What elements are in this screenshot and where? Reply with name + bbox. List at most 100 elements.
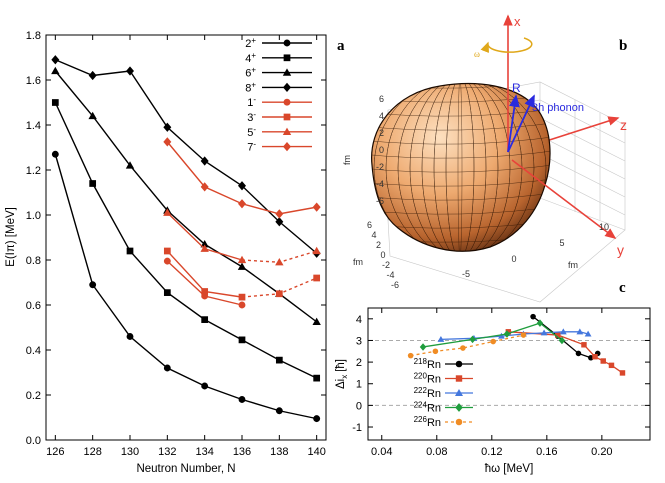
y-axis-label: y bbox=[617, 242, 624, 258]
data-point bbox=[600, 358, 606, 364]
data-point bbox=[558, 336, 566, 345]
panel-b-nucleus-diagram: b y z x ω R bbox=[342, 14, 627, 303]
chart-a-series bbox=[51, 55, 321, 423]
chart-c-x-ticks: 0.04 0.08 0.12 0.16 0.20 bbox=[371, 308, 613, 458]
data-point bbox=[126, 66, 134, 76]
data-point bbox=[125, 161, 135, 169]
data-point bbox=[51, 55, 60, 65]
data-point bbox=[163, 364, 171, 372]
vertical-tick-label: -4 bbox=[376, 179, 384, 189]
data-point bbox=[581, 342, 587, 348]
series-line bbox=[55, 59, 318, 254]
data-point bbox=[237, 262, 247, 270]
data-point bbox=[592, 353, 598, 360]
data-point bbox=[469, 335, 476, 344]
mesh-parallel bbox=[371, 163, 551, 173]
chart-c-reference-lines bbox=[368, 339, 650, 406]
x-tick-label: 130 bbox=[121, 446, 139, 458]
data-point bbox=[88, 111, 97, 120]
data-point bbox=[407, 352, 414, 359]
data-point bbox=[588, 354, 594, 361]
depth-tick-label: -4 bbox=[386, 270, 394, 280]
chart-a-panel-label: a bbox=[337, 38, 345, 54]
mesh-meridian bbox=[409, 83, 511, 252]
data-point bbox=[575, 350, 582, 357]
legend-marker bbox=[282, 68, 292, 76]
data-point bbox=[490, 338, 496, 345]
series-224Rn bbox=[419, 319, 566, 351]
data-point bbox=[88, 70, 97, 81]
chart-c-y-label-main: Δi bbox=[335, 379, 347, 389]
vertical-tick-label: -6 bbox=[376, 196, 384, 206]
legend-marker bbox=[283, 54, 291, 62]
mesh-parallel bbox=[371, 121, 551, 131]
series-7- bbox=[163, 137, 321, 219]
chart-a-y-ticks: 0.0 0.2 0.4 0.6 0.8 1.0 1.2 1.4 1.6 1.8 bbox=[26, 30, 326, 447]
panel-b-label: b bbox=[619, 38, 627, 54]
rotation-arrow bbox=[480, 37, 533, 54]
data-point bbox=[576, 328, 584, 335]
data-point bbox=[200, 182, 209, 192]
vertical-tick-label: 0 bbox=[379, 145, 384, 155]
legend-marker bbox=[455, 375, 463, 382]
x-tick-label: 0.04 bbox=[371, 446, 392, 458]
legend-label: 220Rn bbox=[414, 372, 441, 386]
chart-c-y-ticks: -1 0 1 2 3 4 bbox=[352, 314, 650, 434]
data-point bbox=[163, 137, 172, 147]
legend-label: 224Rn bbox=[414, 401, 441, 415]
series-1- bbox=[163, 257, 246, 309]
data-point bbox=[619, 370, 626, 376]
series-line bbox=[54, 70, 318, 323]
legend-label: 218Rn bbox=[414, 357, 441, 371]
legend-marker bbox=[283, 82, 291, 93]
legend-marker bbox=[283, 98, 291, 106]
data-point bbox=[238, 199, 246, 209]
data-point bbox=[559, 328, 567, 335]
data-point bbox=[437, 335, 445, 342]
y-tick-label: 1.2 bbox=[26, 165, 41, 177]
z-axis-label: z bbox=[620, 117, 627, 133]
data-point bbox=[200, 156, 209, 166]
y-tick-label: 3 bbox=[356, 335, 362, 347]
panel-b-fm-vertical: fm bbox=[342, 155, 352, 165]
right-tick-label: 5 bbox=[559, 238, 564, 248]
data-point bbox=[163, 122, 172, 132]
chart-a-plot-frame bbox=[45, 34, 327, 441]
series-226Rn bbox=[407, 332, 527, 359]
legend-marker bbox=[455, 389, 463, 396]
data-point bbox=[51, 99, 59, 106]
y-tick-label: 4 bbox=[356, 314, 362, 326]
series-line bbox=[508, 331, 623, 374]
legend-label: 7- bbox=[247, 140, 256, 154]
data-point bbox=[89, 180, 97, 187]
x-tick-label: 0.20 bbox=[591, 446, 612, 458]
data-point bbox=[51, 150, 59, 158]
data-point bbox=[313, 274, 321, 282]
legend-label: 4+ bbox=[245, 51, 256, 65]
chart-c-y-label-unit: [ħ] bbox=[335, 359, 347, 372]
series-line bbox=[54, 154, 317, 420]
legend-label: 6+ bbox=[245, 66, 256, 80]
panel-b-fm-depth: fm bbox=[353, 257, 363, 267]
vertical-tick-label: 4 bbox=[379, 111, 384, 121]
y-tick-label: 1.6 bbox=[26, 75, 41, 87]
series-2+ bbox=[51, 150, 321, 423]
series-220Rn bbox=[505, 329, 626, 376]
chart-a: 0.0 0.2 0.4 0.6 0.8 1.0 1.2 1.4 1.6 1.8 126 128 130… bbox=[5, 30, 345, 475]
mesh-parallel bbox=[371, 191, 551, 201]
legend-marker bbox=[455, 418, 463, 426]
data-point bbox=[275, 209, 284, 219]
data-point bbox=[89, 281, 97, 289]
mesh-meridian bbox=[445, 83, 475, 252]
series-line bbox=[54, 102, 317, 379]
y-axis-arrow bbox=[511, 159, 617, 239]
legend-marker bbox=[455, 403, 463, 412]
legend-marker bbox=[455, 360, 463, 368]
series-3- bbox=[163, 247, 321, 301]
x-tick-label: 128 bbox=[83, 446, 101, 458]
vertical-tick-label: 2 bbox=[379, 128, 384, 138]
data-point bbox=[238, 301, 246, 309]
mesh-parallel bbox=[371, 135, 551, 145]
y-tick-label: 0.0 bbox=[26, 435, 41, 447]
mesh-parallel bbox=[371, 149, 551, 159]
